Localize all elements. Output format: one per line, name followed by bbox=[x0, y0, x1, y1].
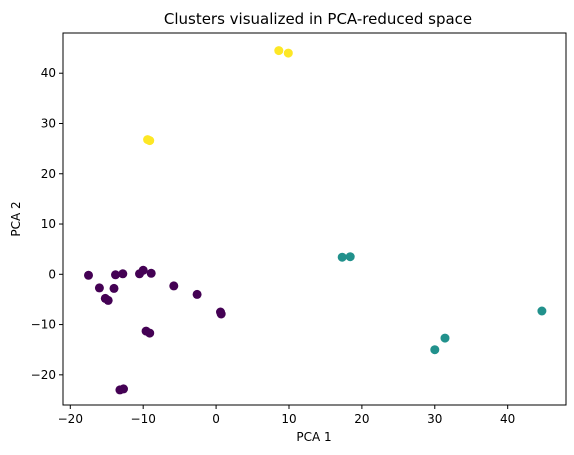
data-point-14 bbox=[169, 281, 179, 291]
data-point-12 bbox=[145, 328, 155, 338]
data-point-10 bbox=[138, 265, 148, 275]
y-axis-label: PCA 2 bbox=[9, 201, 23, 236]
data-point-6 bbox=[118, 269, 128, 279]
data-point-4 bbox=[109, 283, 119, 293]
data-point-19 bbox=[345, 252, 355, 262]
x-tick-label-2: 0 bbox=[212, 412, 220, 426]
data-point-22 bbox=[537, 306, 547, 316]
y-tick-label-4: 20 bbox=[41, 167, 56, 181]
data-point-26 bbox=[283, 48, 293, 58]
data-point-8 bbox=[119, 384, 128, 394]
data-point-25 bbox=[274, 46, 284, 56]
data-point-17 bbox=[216, 309, 226, 319]
x-tick-label-3: 10 bbox=[281, 412, 296, 426]
x-tick-label-6: 40 bbox=[500, 412, 515, 426]
y-axis: −20 −10 0 10 20 30 40 bbox=[31, 66, 63, 382]
y-tick-label-0: −20 bbox=[31, 368, 56, 382]
data-point-1 bbox=[94, 283, 104, 293]
x-axis-label: PCA 1 bbox=[296, 430, 331, 444]
plot-frame bbox=[62, 32, 567, 406]
x-tick-label-5: 30 bbox=[427, 412, 442, 426]
y-tick-label-2: 0 bbox=[48, 267, 56, 281]
chart-title: Clusters visualized in PCA-reduced space bbox=[164, 10, 472, 28]
data-point-13 bbox=[146, 268, 156, 278]
data-point-15 bbox=[192, 289, 202, 299]
data-point-24 bbox=[145, 136, 155, 146]
x-axis: −20 −10 0 10 20 30 40 bbox=[58, 405, 515, 426]
data-point-18 bbox=[337, 252, 347, 262]
plot-area bbox=[62, 32, 567, 406]
y-tick-label-1: −10 bbox=[31, 318, 56, 332]
points-layer bbox=[84, 46, 547, 395]
data-point-20 bbox=[430, 345, 440, 355]
data-point-21 bbox=[440, 333, 450, 343]
y-tick-label-6: 40 bbox=[41, 66, 56, 80]
x-tick-label-0: −20 bbox=[58, 412, 83, 426]
data-point-0 bbox=[84, 270, 93, 280]
data-point-5 bbox=[111, 270, 120, 280]
x-tick-label-4: 20 bbox=[354, 412, 369, 426]
data-point-3 bbox=[103, 295, 113, 305]
y-tick-label-5: 30 bbox=[41, 116, 56, 130]
y-tick-label-3: 10 bbox=[41, 217, 56, 231]
x-tick-label-1: −10 bbox=[131, 412, 156, 426]
